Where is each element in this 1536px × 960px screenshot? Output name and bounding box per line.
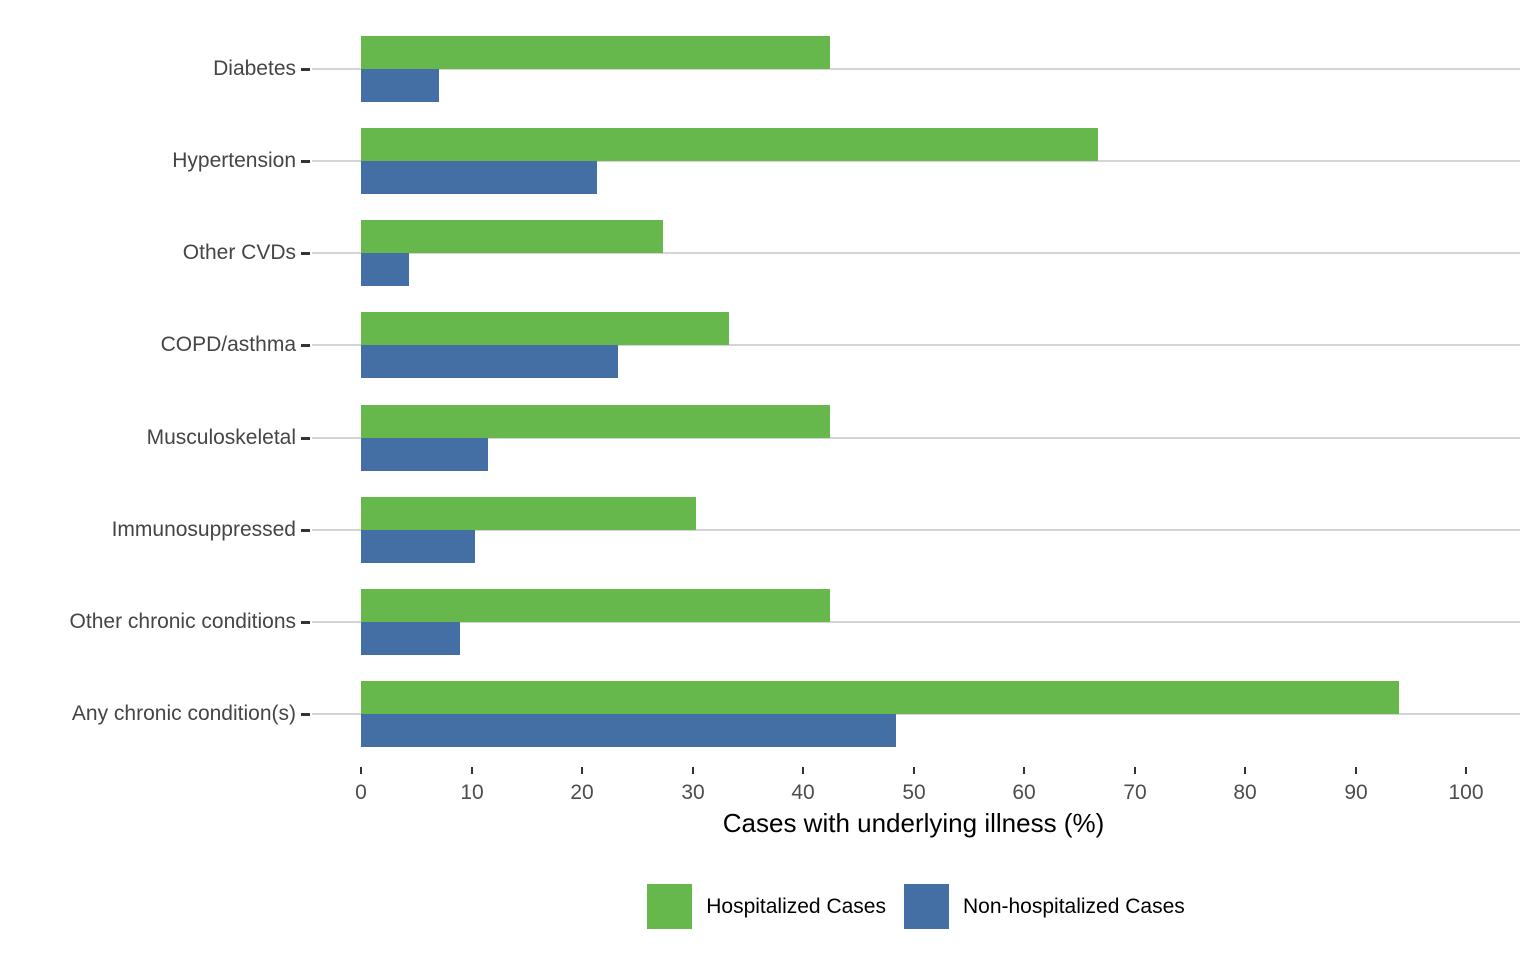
- x-axis-tick-label: 100: [1448, 781, 1484, 804]
- category-gridline: [312, 529, 1520, 531]
- x-axis-tick: [1355, 767, 1357, 774]
- x-axis-tick: [360, 767, 362, 774]
- x-axis-tick: [1244, 767, 1246, 774]
- bar-hospitalized: [361, 497, 696, 530]
- x-axis-tick-label: 30: [681, 781, 705, 804]
- x-axis-tick: [692, 767, 694, 774]
- x-axis-tick: [471, 767, 473, 774]
- legend-item-non-hospitalized: Non-hospitalized Cases: [903, 884, 1185, 929]
- category-label: Diabetes: [213, 57, 296, 80]
- bar-hospitalized: [361, 312, 729, 345]
- category-gridline: [312, 713, 1520, 715]
- x-axis-tick: [913, 767, 915, 774]
- category-label: Other CVDs: [182, 241, 296, 264]
- x-axis-tick-label: 40: [791, 781, 815, 804]
- x-axis-title: Cases with underlying illness (%): [722, 808, 1105, 838]
- bar-non-hospitalized: [361, 253, 409, 286]
- x-axis-tick-label: 10: [460, 781, 484, 804]
- y-axis-tick: [301, 160, 310, 163]
- x-axis-tick-label: 90: [1344, 781, 1368, 804]
- category-label: Musculoskeletal: [146, 426, 296, 449]
- bar-non-hospitalized: [361, 345, 618, 378]
- bar-non-hospitalized: [361, 161, 597, 194]
- category-label: COPD/asthma: [160, 333, 296, 356]
- bar-non-hospitalized: [361, 530, 475, 563]
- bar-hospitalized: [361, 36, 830, 69]
- category-label: Any chronic condition(s): [71, 702, 296, 725]
- y-axis-tick: [301, 68, 310, 71]
- bar-non-hospitalized: [361, 438, 488, 471]
- category-gridline: [312, 68, 1520, 70]
- y-axis-tick: [301, 252, 310, 255]
- y-axis-tick: [301, 437, 310, 440]
- bar-non-hospitalized: [361, 714, 896, 747]
- legend-label-non-hospitalized: Non-hospitalized Cases: [962, 894, 1185, 918]
- y-axis-tick: [301, 344, 310, 347]
- bar-hospitalized: [361, 405, 830, 438]
- bar-non-hospitalized: [361, 622, 460, 655]
- category-gridline: [312, 437, 1520, 439]
- x-axis-tick-label: 80: [1233, 781, 1257, 804]
- category-gridline: [312, 621, 1520, 623]
- category-gridline: [312, 160, 1520, 162]
- x-axis-tick-label: 70: [1123, 781, 1147, 804]
- x-axis-tick: [1023, 767, 1025, 774]
- category-gridline: [312, 252, 1520, 254]
- legend: Hospitalized Cases Non-hospitalized Case…: [312, 884, 1520, 929]
- x-axis-tick-label: 0: [355, 781, 367, 804]
- x-axis-tick: [1465, 767, 1467, 774]
- x-axis-tick: [1134, 767, 1136, 774]
- category-gridline: [312, 344, 1520, 346]
- x-axis-tick-label: 20: [570, 781, 594, 804]
- legend-item-hospitalized: Hospitalized Cases: [647, 884, 886, 929]
- category-label: Hypertension: [172, 149, 296, 172]
- x-axis-tick-label: 50: [902, 781, 926, 804]
- legend-swatch-non-hospitalized: [903, 884, 949, 929]
- x-axis-tick: [581, 767, 583, 774]
- y-axis-tick: [301, 713, 310, 716]
- x-axis-tick: [802, 767, 804, 774]
- y-axis-tick: [301, 621, 310, 624]
- y-axis-tick: [301, 529, 310, 532]
- category-label: Other chronic conditions: [69, 610, 296, 633]
- category-label: Immunosuppressed: [111, 518, 296, 541]
- legend-label-hospitalized: Hospitalized Cases: [706, 894, 886, 918]
- bar-non-hospitalized: [361, 69, 439, 102]
- bar-hospitalized: [361, 589, 830, 622]
- x-axis-tick-label: 60: [1012, 781, 1036, 804]
- bar-hospitalized: [361, 220, 663, 253]
- bar-hospitalized: [361, 128, 1098, 161]
- legend-swatch-hospitalized: [647, 884, 693, 929]
- bar-hospitalized: [361, 681, 1399, 714]
